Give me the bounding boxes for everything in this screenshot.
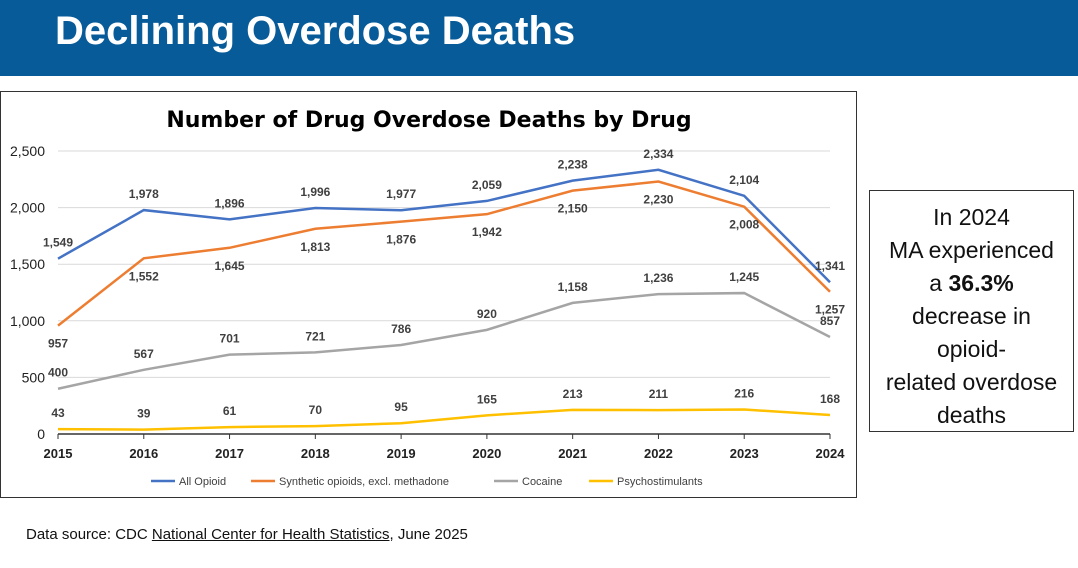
data-label: 1,341 <box>815 259 845 273</box>
data-label: 2,008 <box>729 218 759 232</box>
data-label: 211 <box>649 387 669 401</box>
x-tick-label: 2019 <box>387 446 416 461</box>
data-source: Data source: CDC National Center for Hea… <box>26 526 468 543</box>
data-label: 1,876 <box>386 233 416 247</box>
data-label: 2,238 <box>558 158 588 172</box>
series-line-psychostimulants <box>57 408 831 431</box>
data-label: 43 <box>51 406 65 420</box>
data-label: 1,245 <box>729 270 759 284</box>
chart-frame: Number of Drug Overdose Deaths by Drug 0 5… <box>0 91 857 498</box>
x-tick-label: 2021 <box>558 446 587 461</box>
data-label: 61 <box>223 404 237 418</box>
data-label: 2,150 <box>558 202 588 216</box>
callout-line: a 36.3% <box>870 267 1073 300</box>
x-tick-label: 2022 <box>644 446 673 461</box>
series-line-synthetic-opioids-excl-methadone <box>57 180 831 327</box>
legend-label: Cocaine <box>522 476 562 488</box>
y-tick-label: 1,000 <box>10 313 45 329</box>
data-label: 1,158 <box>558 280 588 294</box>
y-tick-label: 0 <box>37 426 45 442</box>
header-bar: Declining Overdose Deaths <box>0 0 1078 76</box>
data-label: 216 <box>734 387 754 401</box>
data-label: 165 <box>477 392 497 406</box>
data-label: 2,059 <box>472 178 502 192</box>
data-label: 721 <box>305 329 325 343</box>
y-tick-label: 2,500 <box>10 143 45 159</box>
callout-text: a <box>929 270 949 296</box>
line-chart: Number of Drug Overdose Deaths by Drug 0 5… <box>10 108 846 488</box>
data-label: 701 <box>220 332 240 346</box>
data-label: 1,645 <box>215 259 245 273</box>
data-label: 95 <box>394 400 408 414</box>
data-label: 168 <box>820 392 840 406</box>
x-tick-label: 2018 <box>301 446 330 461</box>
data-label: 70 <box>309 403 323 417</box>
data-label: 786 <box>391 322 411 336</box>
data-label: 920 <box>477 307 497 321</box>
data-label: 1,978 <box>129 187 159 201</box>
chart-title: Number of Drug Overdose Deaths by Drug <box>166 108 691 133</box>
data-label: 1,552 <box>129 269 159 283</box>
x-tick-label: 2016 <box>129 446 158 461</box>
data-label: 567 <box>134 347 154 361</box>
y-tick-label: 500 <box>22 369 46 385</box>
callout-line: opioid- <box>936 336 1007 362</box>
legend-label: Synthetic opioids, excl. methadone <box>279 476 449 488</box>
source-prefix: Data source: CDC <box>26 526 152 543</box>
series-line-cocaine <box>57 291 831 390</box>
callout-line: In 2024 <box>933 204 1010 230</box>
page-title: Declining Overdose Deaths <box>55 9 576 53</box>
x-tick-label: 2015 <box>44 446 73 461</box>
source-suffix: , June 2025 <box>389 526 468 543</box>
y-tick-label: 2,000 <box>10 200 45 216</box>
data-label: 39 <box>137 407 151 421</box>
data-label: 213 <box>563 387 583 401</box>
legend-label: Psychostimulants <box>617 476 703 488</box>
data-label: 2,104 <box>729 173 759 187</box>
x-tick-label: 2024 <box>816 446 846 461</box>
callout-box: In 2024 MA experienced a 36.3% decrease … <box>869 190 1074 432</box>
data-label: 1,942 <box>472 225 502 239</box>
data-label: 1,549 <box>43 236 73 250</box>
data-label: 2,230 <box>643 193 673 207</box>
data-label: 1,257 <box>815 303 845 317</box>
legend-label: All Opioid <box>179 476 226 488</box>
callout-line: decrease in <box>912 303 1031 329</box>
callout-percent: 36.3% <box>948 270 1014 296</box>
data-label: 400 <box>48 366 68 380</box>
callout-line: MA experienced <box>889 237 1054 263</box>
data-label: 1,996 <box>300 185 330 199</box>
data-label: 1,813 <box>300 240 330 254</box>
callout-line: deaths <box>936 402 1007 428</box>
x-tick-label: 2023 <box>730 446 759 461</box>
data-label: 1,236 <box>643 271 673 285</box>
callout-line: related overdose <box>885 369 1058 395</box>
y-tick-label: 1,500 <box>10 256 45 272</box>
data-label: 957 <box>48 337 68 351</box>
data-label: 1,896 <box>215 196 245 210</box>
x-tick-label: 2017 <box>215 446 244 461</box>
series-line-all-opioid <box>57 168 831 284</box>
data-label: 857 <box>820 314 840 328</box>
x-tick-label: 2020 <box>472 446 501 461</box>
data-label: 1,977 <box>386 187 416 201</box>
data-label: 2,334 <box>643 147 673 161</box>
source-link[interactable]: National Center for Health Statistics <box>151 526 390 543</box>
